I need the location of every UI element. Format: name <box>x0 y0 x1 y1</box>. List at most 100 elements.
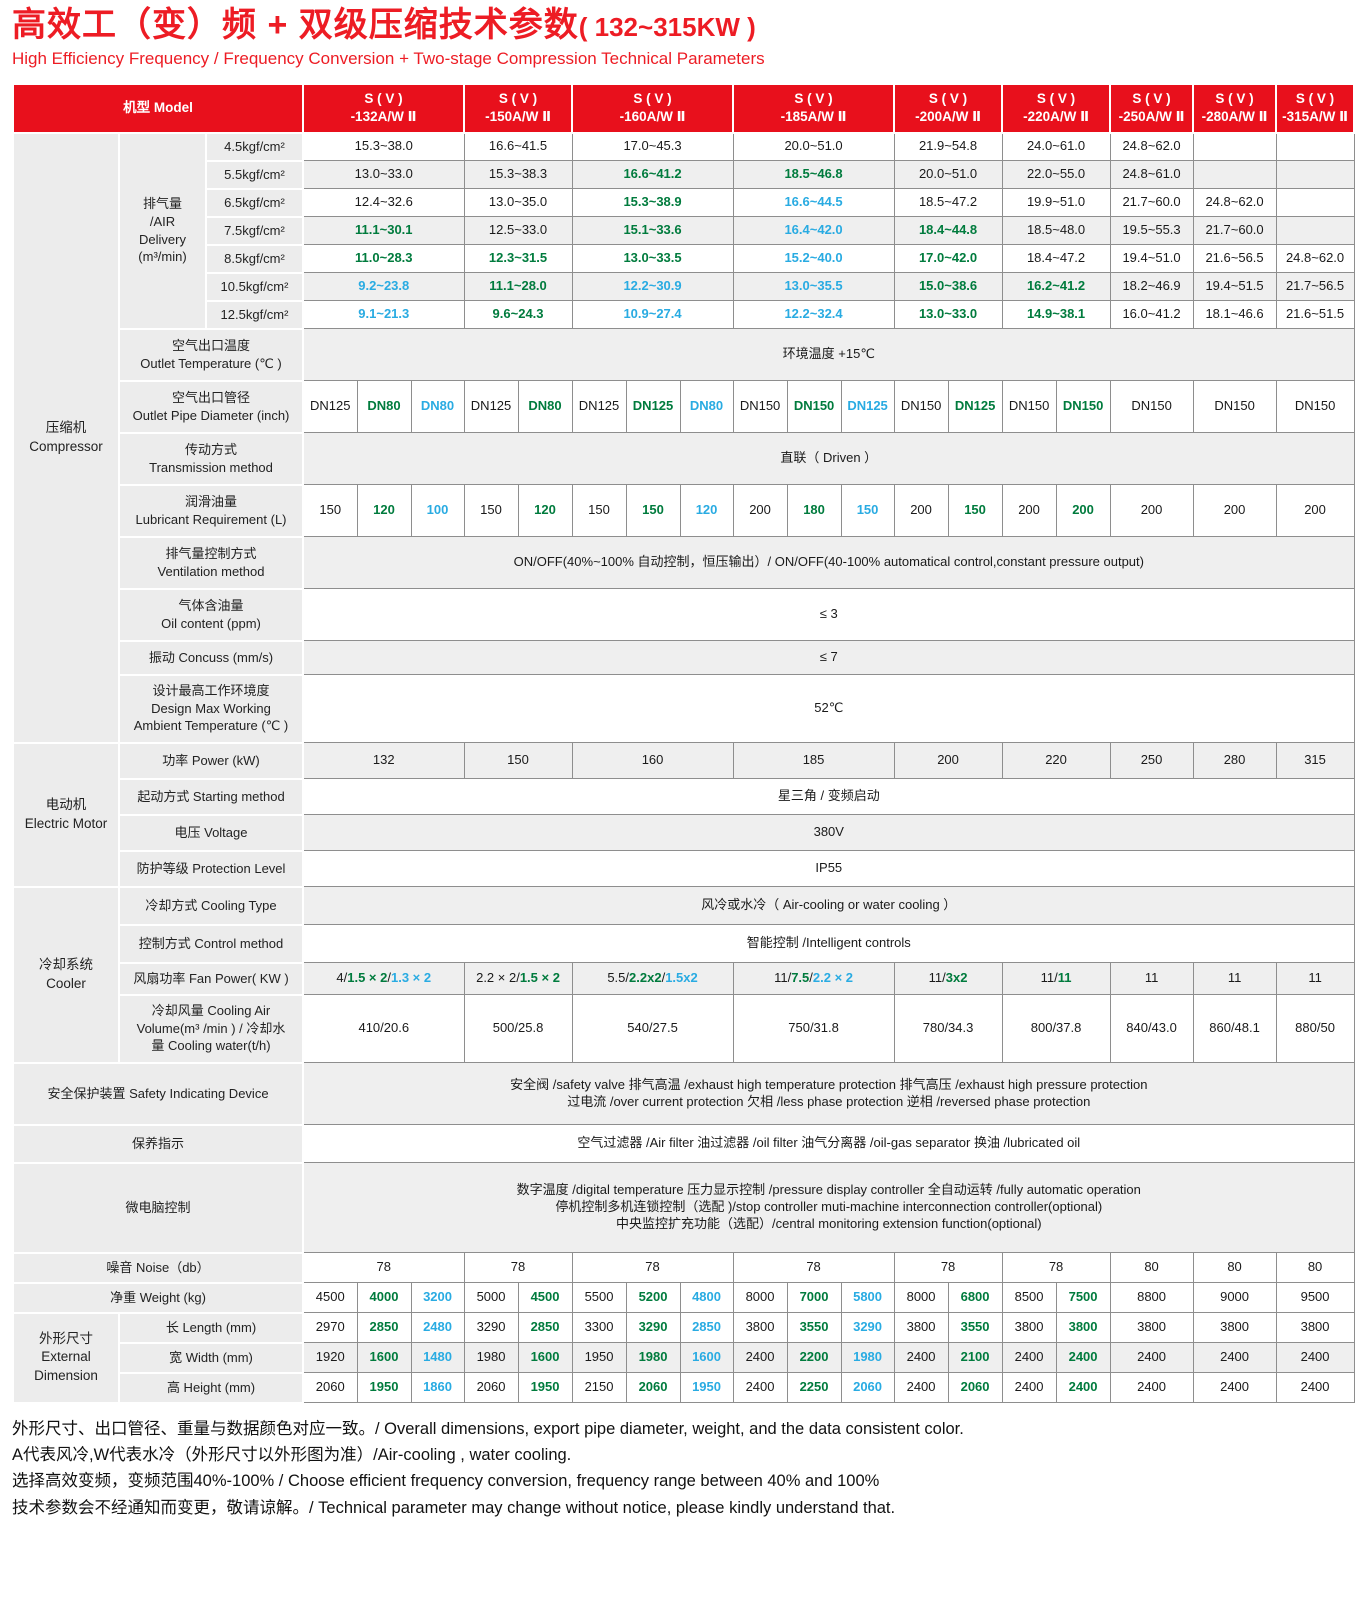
variant-value-cell: 150 <box>625 484 681 538</box>
category-line: 冷却系统 <box>39 957 93 973</box>
model-header-corner: 机型 Model <box>11 83 305 134</box>
variant-value-cell: 2060 <box>840 1372 895 1404</box>
variant-value-cell: 7500 <box>1055 1282 1111 1314</box>
value-segment: 1.5 × 2 <box>347 970 388 986</box>
group-label: 排气量/AIR Delivery (m³/min) <box>118 131 207 330</box>
page-title-range: ( 132~315KW ) <box>578 12 756 42</box>
row-label: 传动方式 Transmission method <box>117 431 305 486</box>
variant-value-cell: 6800 <box>947 1282 1003 1314</box>
variant-value-cell: 1480 <box>410 1342 465 1374</box>
model-variant-label: -220A/W Ⅱ <box>1023 109 1090 125</box>
model-value-cell: 78 <box>302 1252 465 1284</box>
variant-value-cell: 8500 <box>1001 1282 1057 1314</box>
model-value-cell: 150 <box>463 742 573 780</box>
model-header-row: 机型 Model S ( V ) -132A/W Ⅱ S ( V ) -150A/W Ⅱ… <box>11 83 1356 134</box>
variant-value-cell: 1980 <box>625 1342 681 1374</box>
row-label-line: 振动 Concuss (mm/s) <box>148 649 274 665</box>
spec-row: 冷却系统 Cooler 冷却方式 Cooling Type 风冷或水冷（ Air-co… <box>12 885 1355 1064</box>
model-value-cell: 750/31.8 <box>732 994 895 1064</box>
row-label: 气体含油量 Oil content (ppm) <box>117 587 305 642</box>
variant-value-cell: 2060 <box>463 1372 519 1404</box>
variant-value-cell: 150 <box>840 484 895 538</box>
variant-value-cell: 200 <box>1055 484 1111 538</box>
pressure-label: 4.5kgf/cm² <box>204 131 305 162</box>
category-line: Dimension <box>34 1367 98 1383</box>
model-value-cell: 15.2~40.0 <box>732 244 895 274</box>
model-value-cell: 20.0~51.0 <box>893 160 1003 190</box>
row-label-line: 净重 Weight (kg) <box>110 1289 206 1305</box>
variant-value-cell: DN150 <box>786 380 842 434</box>
variant-value-cell: 3550 <box>947 1312 1003 1344</box>
group-label-line: /AIR <box>149 213 176 229</box>
model-value-cell <box>1192 132 1277 162</box>
spec-row: 10.5kgf/cm² 9.2~23.8 11.1~28.0 12.2~30.9 13.… <box>13 271 1355 302</box>
row-label: 电压 Voltage <box>117 813 305 852</box>
variant-value-cell: DN80 <box>356 380 412 434</box>
spec-row: 电动机 Electric Motor 功率 Power (kW) 132 150 160 1… <box>12 741 1355 888</box>
row-label-line: 传动方式 <box>185 441 238 457</box>
variant-value-cell: 120 <box>517 484 573 538</box>
row-label: 冷却方式 Cooling Type <box>117 885 305 926</box>
merged-value-cell: 风冷或水冷（ Air-cooling or water cooling ） <box>302 886 1355 926</box>
variant-value-cell: 8000 <box>732 1282 788 1314</box>
variant-value-cell: DN150 <box>732 380 788 434</box>
model-value-cell: 860/48.1 <box>1192 994 1277 1064</box>
spec-row: 控制方式 Control method 智能控制 /Intelligent con… <box>13 923 1355 964</box>
variant-value-cell: 200 <box>1109 484 1194 538</box>
model-value-cell: 250 <box>1109 742 1194 780</box>
category-line: 外形尺寸 <box>39 1331 93 1347</box>
variant-value-cell: 2400 <box>1275 1372 1355 1404</box>
variant-value-cell: 3800 <box>1275 1312 1355 1344</box>
value-segment: 1.5 × 2 <box>519 970 560 986</box>
pressure-label: 7.5kgf/cm² <box>204 215 305 246</box>
spec-row: 设计最高工作环境度 Design Max Working Ambient Tempe… <box>13 673 1355 744</box>
spec-row: 起动方式 Starting method 星三角 / 变频启动 <box>13 777 1355 816</box>
model-value-cell: 11.1~28.0 <box>463 272 573 302</box>
variant-value-cell: 150 <box>463 484 519 538</box>
variant-value-cell: 200 <box>1275 484 1355 538</box>
model-variant-label: -185A/W Ⅱ <box>780 109 847 125</box>
merged-value-cell: ≤ 7 <box>302 640 1355 676</box>
row-label-line: 噪音 Noise（db） <box>106 1259 210 1275</box>
variant-value-cell: 2400 <box>1109 1372 1194 1404</box>
model-value-cell: 80 <box>1192 1252 1277 1284</box>
row-label-line: 控制方式 Control method <box>138 935 284 951</box>
variant-value-cell: 1950 <box>517 1372 573 1404</box>
row-label-line: 电压 Voltage <box>174 824 248 840</box>
variant-value-cell: 3800 <box>893 1312 949 1344</box>
model-value-cell: 15.3~38.9 <box>571 188 734 218</box>
variant-value-cell: 2400 <box>893 1342 949 1374</box>
model-value-cell: 11.0~28.3 <box>302 244 465 274</box>
spec-row: 排气量控制方式 Ventilation method ON/OFF(40%~100%… <box>13 535 1355 590</box>
variant-value-cell: 2400 <box>1275 1342 1355 1374</box>
model-header-cell: S ( V ) -185A/W Ⅱ <box>732 83 896 134</box>
value-segment: / <box>387 970 391 986</box>
variant-value-cell: 2480 <box>410 1312 465 1344</box>
model-value-cell: 18.4~44.8 <box>893 216 1003 246</box>
row-label: 排气量控制方式 Ventilation method <box>117 535 305 590</box>
row-label-line: 保养指示 <box>132 1135 185 1151</box>
pressure-label: 10.5kgf/cm² <box>204 271 305 302</box>
row-label: 高 Height (mm) <box>117 1371 305 1404</box>
model-value-cell: 12.3~31.5 <box>463 244 573 274</box>
model-value-cell <box>1275 160 1355 190</box>
row-label-line: 宽 Width (mm) <box>169 1349 253 1365</box>
model-value-cell: 21.6~56.5 <box>1192 244 1277 274</box>
group-label-line: 排气量 <box>142 196 182 212</box>
variant-value-cell: 4500 <box>302 1282 358 1314</box>
model-value-cell: 19.4~51.0 <box>1109 244 1194 274</box>
spec-row: 安全保护装置 Safety Indicating Device 安全阀 /safe… <box>11 1061 1355 1126</box>
catalog-page: 高效工（变）频 + 双级压缩技术参数( 132~315KW ) High Eff… <box>11 6 1356 1517</box>
merged-value-line: 过电流 /over current protection 欠相 /less ph… <box>567 1093 1091 1109</box>
model-value-cell: 13.0~35.0 <box>463 188 573 218</box>
row-label-line: Volume(m³ /min ) / 冷却水 <box>136 1020 286 1036</box>
merged-value-line: 数字温度 /digital temperature 压力显示控制 /pressu… <box>516 1182 1141 1198</box>
value-segment: / <box>809 970 813 986</box>
variant-value-cell: 8800 <box>1109 1282 1194 1314</box>
model-value-cell: 13.0~33.0 <box>302 160 465 190</box>
spec-row: 微电脑控制 数字温度 /digital temperature 压力显示控制 /p… <box>11 1161 1355 1254</box>
spec-row: 宽 Width (mm) 1920 1600 1480 1980 1600 1950 1980… <box>13 1341 1355 1374</box>
model-value-cell: 20.0~51.0 <box>732 132 895 162</box>
variant-value-cell: DN125 <box>571 380 627 434</box>
model-value-cell: 315 <box>1275 742 1355 780</box>
